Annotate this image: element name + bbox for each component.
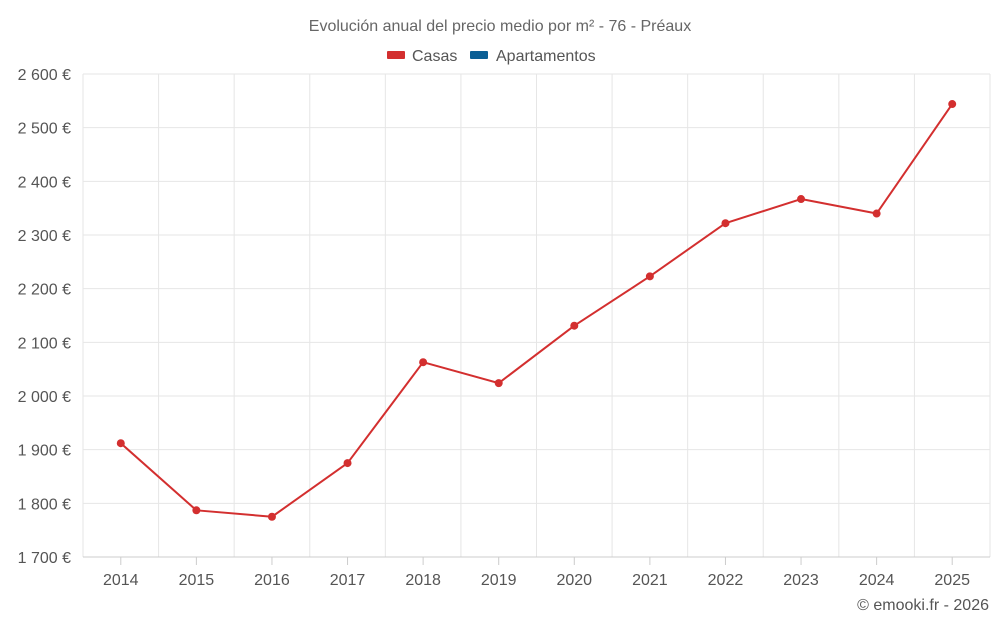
legend-label-casas: Casas [412, 48, 457, 65]
y-axis-ticks: 2 600 € 2 500 € 2 400 € 2 300 € 2 200 € 2 100… [18, 67, 71, 567]
gridlines [82, 73, 991, 558]
x-tick-label: 2014 [103, 572, 139, 589]
data-point-casas-2023[interactable] [797, 195, 806, 204]
series-line-casas [120, 103, 954, 518]
data-point-casas-2016[interactable] [267, 512, 276, 521]
credit-text: © emooki.fr - 2026 [857, 597, 989, 614]
x-tick-label: 2021 [632, 572, 668, 589]
y-tick-label: 2 100 € [18, 335, 71, 352]
data-point-casas-2021[interactable] [645, 272, 654, 281]
x-tick-label: 2022 [708, 572, 744, 589]
y-tick-label: 1 900 € [18, 443, 71, 460]
x-tick-label: 2018 [405, 572, 441, 589]
data-point-casas-2019[interactable] [494, 379, 503, 388]
data-point-casas-2020[interactable] [570, 321, 579, 330]
legend-label-apartamentos: Apartamentos [496, 48, 596, 65]
x-tick-label: 2025 [934, 572, 970, 589]
y-tick-label: 2 300 € [18, 228, 71, 245]
data-point-casas-2014[interactable] [116, 439, 125, 448]
series-casas [116, 100, 957, 521]
x-tick-label: 2019 [481, 572, 517, 589]
data-point-casas-2022[interactable] [721, 219, 730, 228]
legend-item-casas[interactable]: Casas [387, 48, 457, 65]
data-point-casas-2024[interactable] [872, 209, 881, 218]
y-tick-label: 2 500 € [18, 121, 71, 138]
x-tick-label: 2023 [783, 572, 819, 589]
chart-title: Evolución anual del precio medio por m² … [309, 18, 691, 35]
legend-swatch-casas [387, 51, 405, 59]
y-tick-label: 1 800 € [18, 496, 71, 513]
x-tick-label: 2015 [179, 572, 215, 589]
y-tick-label: 1 700 € [18, 550, 71, 567]
x-tick-label: 2017 [330, 572, 366, 589]
data-point-casas-2015[interactable] [192, 506, 201, 515]
x-tick-label: 2020 [556, 572, 592, 589]
data-point-casas-2018[interactable] [419, 358, 428, 367]
x-axis-ticks: 2014 2015 2016 2017 2018 2019 2020 2021 2022 2023… [103, 557, 970, 589]
x-tick-label: 2016 [254, 572, 290, 589]
y-tick-label: 2 600 € [18, 67, 71, 84]
data-point-casas-2025[interactable] [948, 100, 957, 109]
legend-swatch-apartamentos [470, 51, 488, 59]
data-point-casas-2017[interactable] [343, 459, 352, 468]
legend: Casas Apartamentos [387, 48, 596, 65]
y-tick-label: 2 000 € [18, 389, 71, 406]
y-tick-label: 2 200 € [18, 282, 71, 299]
legend-item-apartamentos[interactable]: Apartamentos [470, 48, 596, 65]
x-tick-label: 2024 [859, 572, 895, 589]
y-tick-label: 2 400 € [18, 174, 71, 191]
